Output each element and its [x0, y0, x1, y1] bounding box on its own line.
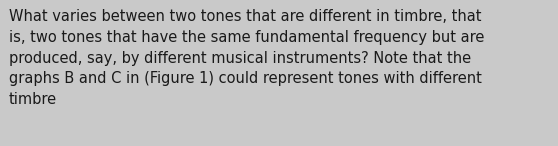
Text: What varies between two tones that are different in timbre, that
is, two tones t: What varies between two tones that are d… [9, 9, 484, 107]
